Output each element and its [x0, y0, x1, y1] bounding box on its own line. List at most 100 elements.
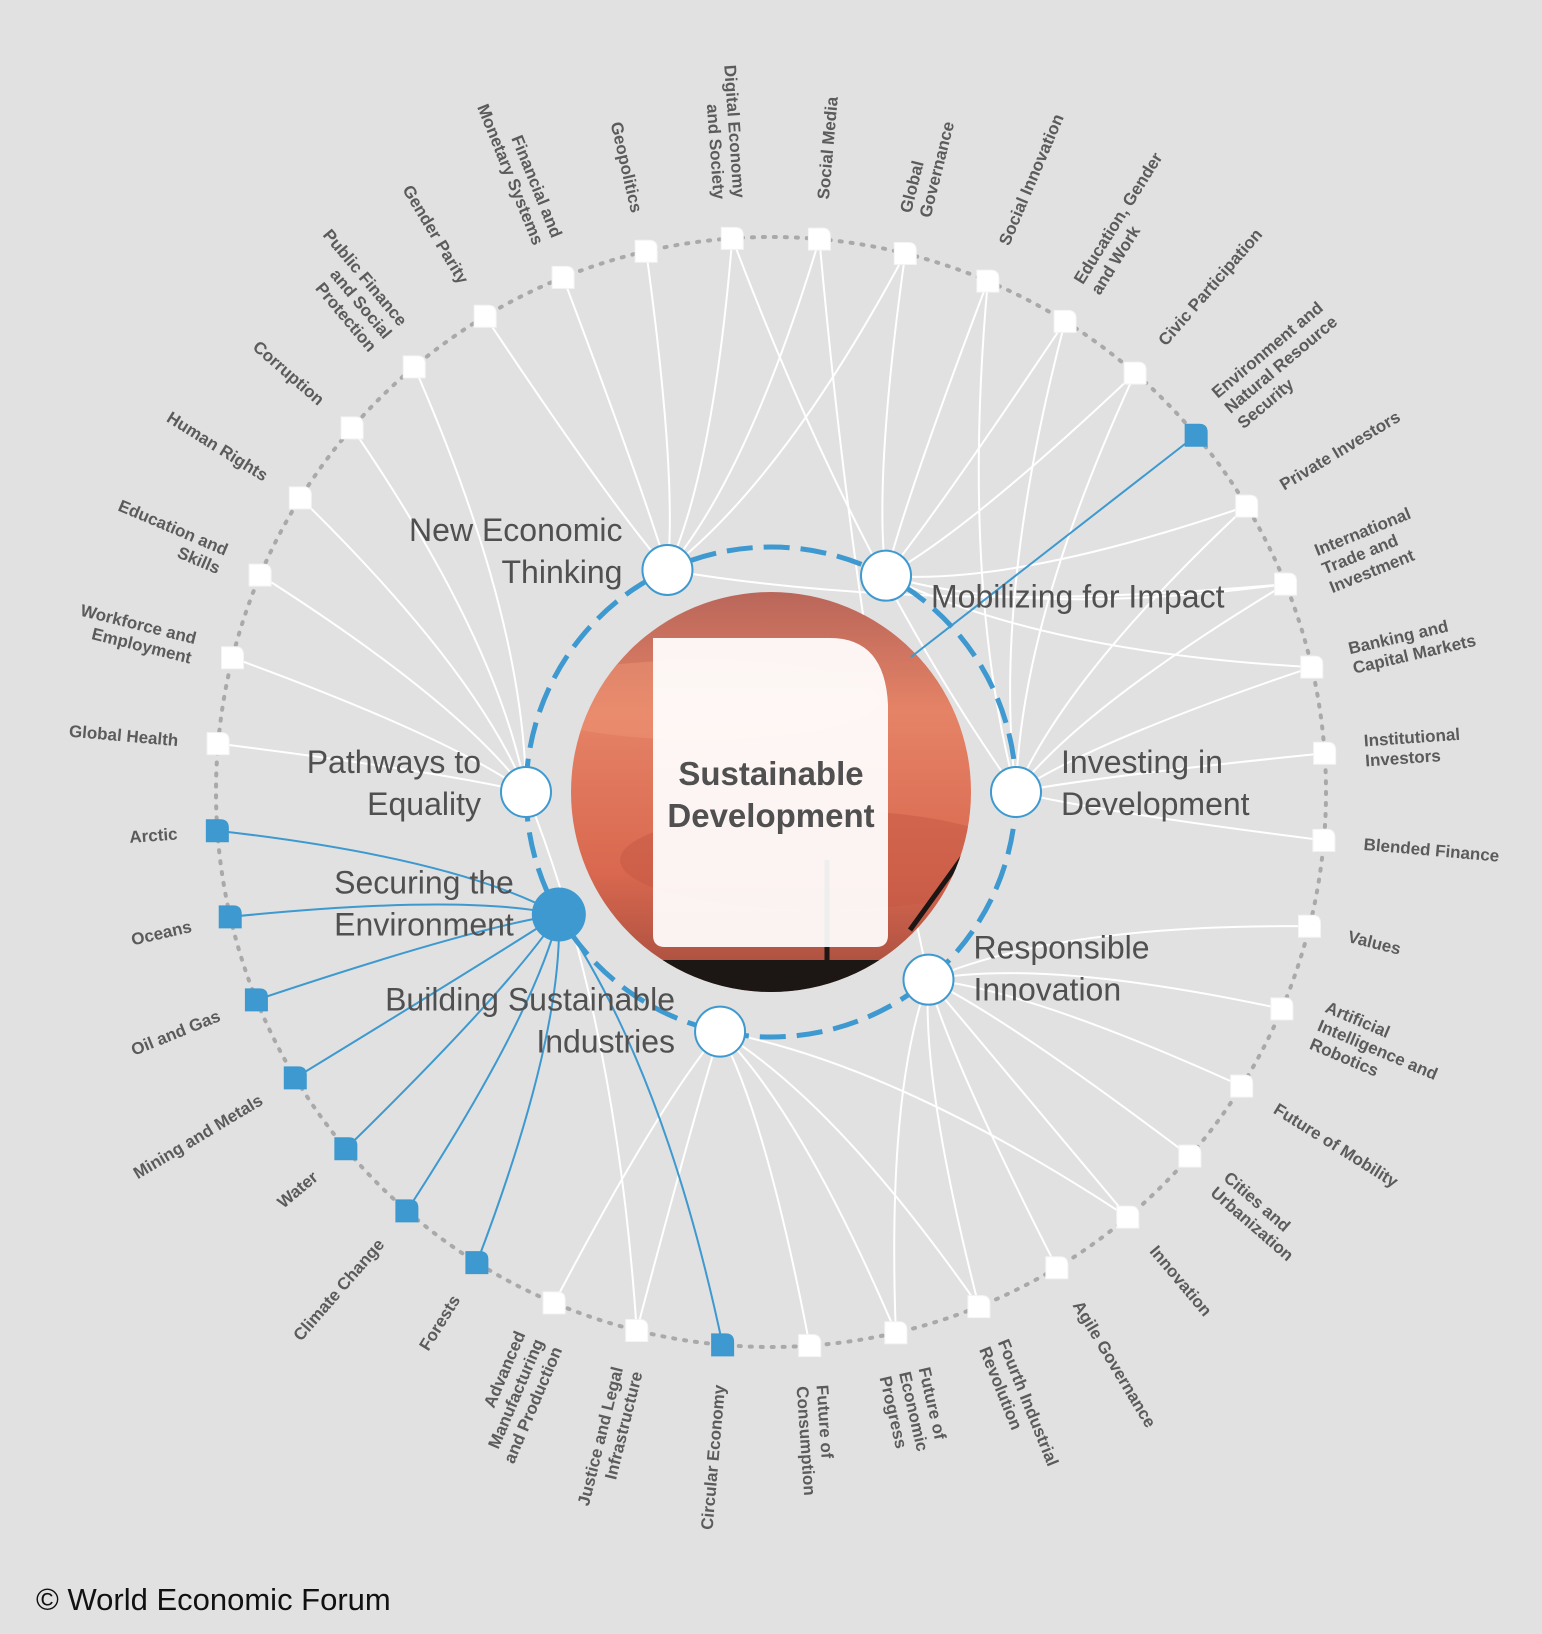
topic-node-square[interactable] — [551, 265, 575, 289]
topic-node[interactable]: Innovation — [1116, 1205, 1216, 1320]
topic-node[interactable]: Arctic — [129, 819, 229, 847]
hub-node-highlighted[interactable] — [531, 887, 586, 942]
topic-node-highlighted[interactable] — [205, 819, 229, 843]
topic-label-line: Circular Economy — [697, 1383, 729, 1530]
topic-node-square[interactable] — [1230, 1074, 1254, 1098]
topic-node-square[interactable] — [248, 563, 272, 587]
topic-node-square[interactable] — [893, 241, 917, 265]
topic-node-square[interactable] — [1274, 572, 1298, 596]
topic-node-square[interactable] — [1123, 361, 1147, 385]
topic-node[interactable]: Human Rights — [163, 408, 312, 510]
topic-node[interactable]: Blended Finance — [1312, 828, 1500, 866]
topic-node-square[interactable] — [976, 269, 1000, 293]
topic-node-highlighted[interactable] — [283, 1066, 307, 1090]
topic-node-square[interactable] — [1312, 828, 1336, 852]
topic-node-square[interactable] — [542, 1291, 566, 1315]
hub-label: Innovation — [973, 972, 1121, 1008]
topic-node[interactable]: Future of Mobility — [1230, 1074, 1402, 1192]
topic-node[interactable]: Gender Parity — [399, 182, 497, 328]
hub-sec[interactable]: Securing the Environment — [334, 865, 586, 943]
hub-node[interactable] — [902, 953, 955, 1006]
topic-label-line: Social Innovation — [995, 111, 1067, 248]
topic-node-square[interactable] — [288, 486, 312, 510]
topic-node-square[interactable] — [1300, 655, 1324, 679]
topic-node[interactable]: Corruption — [249, 337, 364, 440]
topic-node[interactable]: Oil and Gas — [128, 988, 268, 1060]
topic-node-square[interactable] — [798, 1334, 822, 1358]
hub-mob[interactable]: Mobilizing for Impact — [860, 549, 1225, 615]
hub-bsi[interactable]: Building Sustainable Industries — [385, 982, 747, 1060]
hub-label: Pathways to — [307, 744, 481, 780]
topic-node-square[interactable] — [1116, 1205, 1140, 1229]
topic-node-square[interactable] — [1235, 494, 1259, 518]
topic-node-highlighted[interactable] — [711, 1333, 735, 1357]
hub-inv[interactable]: Investing in Development — [990, 744, 1250, 822]
topic-node-square[interactable] — [1178, 1144, 1202, 1168]
topic-node[interactable]: Social Media — [807, 95, 842, 251]
topic-node[interactable]: Geopolitics — [607, 120, 658, 263]
topic-node-square[interactable] — [473, 304, 497, 328]
topic-node-square[interactable] — [1313, 741, 1337, 765]
topic-node-square[interactable] — [634, 239, 658, 263]
topic-node-highlighted[interactable] — [1184, 423, 1208, 447]
topic-node[interactable]: Circular Economy — [697, 1333, 735, 1531]
topic-label-line: Civic Participation — [1155, 225, 1267, 349]
topic-node[interactable]: Social Innovation — [976, 111, 1068, 293]
hub-node[interactable] — [641, 543, 694, 596]
topic-node-square[interactable] — [720, 226, 744, 250]
hub-node[interactable] — [694, 1005, 747, 1058]
topic-label: Civic Participation — [1155, 225, 1267, 349]
hub-pte[interactable]: Pathways to Equality — [307, 744, 552, 822]
topic-node-highlighted[interactable] — [465, 1251, 489, 1275]
topic-node-square[interactable] — [220, 646, 244, 670]
topic-node[interactable]: Values — [1298, 914, 1403, 959]
topic-node-highlighted[interactable] — [218, 905, 242, 929]
topic-node[interactable]: Mining and Metals — [130, 1066, 307, 1183]
topic-node-highlighted[interactable] — [244, 988, 268, 1012]
topic-node[interactable]: Water — [274, 1137, 358, 1212]
topic-node[interactable]: Global Health — [68, 722, 230, 756]
hub-node[interactable] — [500, 766, 552, 818]
topic-node-square[interactable] — [1298, 914, 1322, 938]
topic-node[interactable]: Agile Governance — [1045, 1256, 1160, 1431]
topic-node-highlighted[interactable] — [334, 1137, 358, 1161]
topic-node-square[interactable] — [402, 355, 426, 379]
topic-node[interactable]: Oceans — [129, 905, 242, 950]
topic-node-square[interactable] — [625, 1319, 649, 1343]
topic-node-square[interactable] — [1053, 309, 1077, 333]
hub-net[interactable]: New Economic Thinking — [409, 512, 694, 596]
topic-node-square[interactable] — [340, 416, 364, 440]
topic-node[interactable]: Climate Change — [290, 1199, 419, 1345]
link-line — [885, 574, 1286, 601]
topic-node-square[interactable] — [206, 732, 230, 756]
topic-node[interactable]: Forests — [416, 1251, 489, 1354]
topic-node-square[interactable] — [1045, 1256, 1069, 1280]
hub-node[interactable] — [860, 549, 913, 602]
topic-node-square[interactable] — [807, 227, 831, 251]
topic-node-square[interactable] — [967, 1295, 991, 1319]
topic-node[interactable]: Private Investors — [1235, 407, 1404, 518]
topic-node-highlighted[interactable] — [395, 1199, 419, 1223]
topic-node-square[interactable] — [884, 1321, 908, 1345]
hub-node[interactable] — [990, 766, 1042, 818]
topic-node-square[interactable] — [1270, 997, 1294, 1021]
hub-res[interactable]: Responsible Innovation — [902, 930, 1150, 1008]
